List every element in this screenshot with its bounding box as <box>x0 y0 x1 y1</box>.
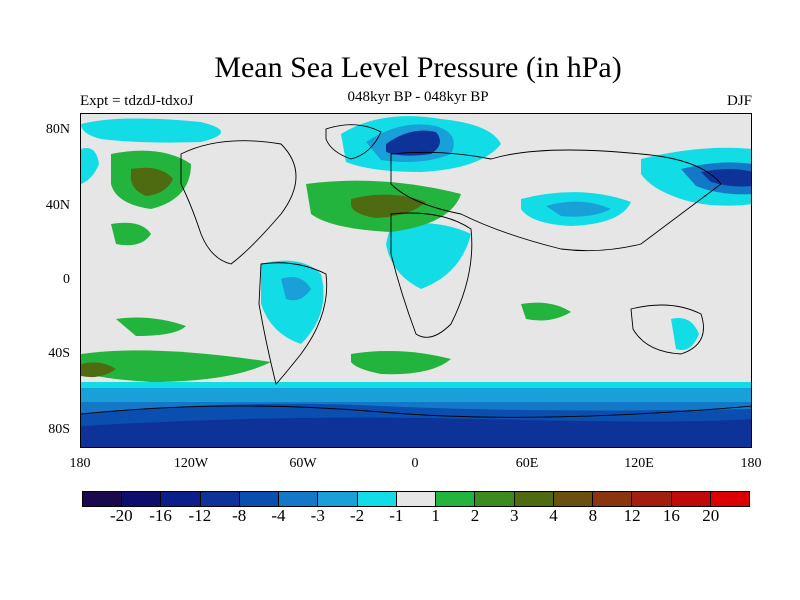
colorbar-swatch-15 <box>671 492 711 506</box>
colorbar-swatch-11 <box>514 492 554 506</box>
colorbar-swatch-0 <box>83 492 123 506</box>
colorbar-label: 4 <box>549 506 558 525</box>
colorbar <box>82 491 750 507</box>
colorbar-label: 3 <box>509 506 519 525</box>
map-plot-area <box>80 113 752 448</box>
greenland-coast <box>325 124 382 160</box>
south-pacific-anomaly <box>116 317 186 336</box>
pacific-edge-anomaly <box>81 148 99 184</box>
lon-label-120e: 120E <box>624 456 654 471</box>
colorbar-label: -20 <box>109 506 133 525</box>
colorbar-swatch-9 <box>436 492 476 506</box>
colorbar-label: -8 <box>232 506 247 525</box>
colorbar-swatch-1 <box>122 492 162 506</box>
colorbar-label: 1 <box>431 506 440 525</box>
lon-label-60e: 60E <box>515 456 539 471</box>
south-atlantic-anomaly <box>351 350 451 375</box>
coastlines <box>81 124 751 418</box>
colorbar-swatch-4 <box>239 492 280 506</box>
australia-coast <box>630 304 704 355</box>
pacific-high-core <box>130 167 173 196</box>
colorbar-label: -2 <box>349 506 365 525</box>
australia-anomaly <box>671 318 699 350</box>
experiment-label: Expt = tdzdJ-tdxoJ <box>80 93 194 109</box>
lat-label-0: 0 <box>63 272 70 287</box>
colorbar-label: -12 <box>188 506 212 525</box>
southern-ocean-band-edge <box>81 382 751 388</box>
south-america-coast <box>258 262 328 385</box>
colorbar-label: -3 <box>310 506 325 525</box>
colorbar-swatch-7 <box>357 492 397 506</box>
season-label: DJF <box>726 93 752 109</box>
colorbar-swatch-12 <box>553 492 594 506</box>
eurasia-coast <box>390 149 722 252</box>
colorbar-swatch-5 <box>279 492 319 506</box>
kamchatka-anomaly-deep <box>701 169 751 187</box>
lon-label-180e: 180 <box>740 456 762 471</box>
map-svg <box>81 116 751 447</box>
map-title: Mean Sea Level Pressure (in hPa) <box>214 51 622 84</box>
antarctica-coast <box>81 405 751 418</box>
colorbar-label: 8 <box>588 506 598 525</box>
colorbar-label: 20 <box>702 506 720 525</box>
map-subtitle: 048kyr BP - 048kyr BP <box>347 89 489 105</box>
lat-label-40s: 40S <box>48 346 70 361</box>
colorbar-swatch-8 <box>396 492 437 506</box>
colorbar-label: -16 <box>149 506 172 525</box>
africa-anomaly <box>386 222 471 289</box>
colorbar-label: 2 <box>470 506 480 525</box>
indian-ocean-anomaly <box>521 302 571 321</box>
africa-coast <box>390 212 473 338</box>
east-pacific-anomaly <box>111 222 151 246</box>
lon-label-120w: 120W <box>173 456 209 471</box>
lon-label-60w: 60W <box>289 456 317 471</box>
colorbar-label: 12 <box>623 506 641 525</box>
lat-label-40n: 40N <box>45 198 70 213</box>
lon-label-0: 0 <box>411 456 419 471</box>
south-america-anomaly <box>261 260 324 344</box>
colorbar-swatch-6 <box>318 492 358 506</box>
colorbar-swatch-16 <box>710 492 749 506</box>
colorbar-swatch-13 <box>593 492 633 506</box>
atlantic-high-core <box>351 194 426 218</box>
south-pacific-high <box>81 350 271 382</box>
arctic-anomaly-west <box>81 118 221 143</box>
colorbar-label: 16 <box>662 506 680 525</box>
north-america-coast <box>180 140 297 265</box>
colorbar-label: -4 <box>271 506 286 525</box>
lat-label-80n: 80N <box>45 122 70 137</box>
colorbar-swatch-2 <box>161 492 201 506</box>
asia-anomaly-mid <box>546 201 611 217</box>
colorbar-label: -1 <box>389 506 404 525</box>
southern-ocean-band-4 <box>81 417 751 447</box>
colorbar-swatch-14 <box>632 492 672 506</box>
colorbar-swatch-10 <box>475 492 515 506</box>
lon-label-180w: 180 <box>69 456 91 471</box>
arctic-anomaly-deep <box>386 130 440 156</box>
south-pacific-high-core <box>81 362 116 378</box>
south-america-anomaly-mid <box>281 276 311 301</box>
colorbar-swatch-3 <box>200 492 240 506</box>
lat-label-80s: 80S <box>48 422 70 437</box>
